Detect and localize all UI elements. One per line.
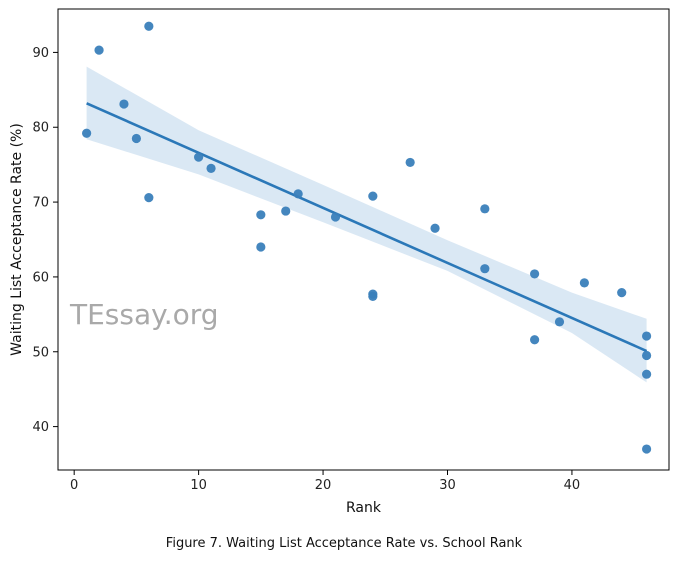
data-point	[144, 192, 154, 203]
x-tick-label: 10	[190, 478, 207, 493]
data-point	[131, 133, 141, 144]
y-tick-label: 90	[32, 46, 49, 61]
data-point	[368, 191, 378, 201]
y-tick-label: 80	[32, 121, 49, 136]
data-point	[82, 128, 92, 138]
y-axis-label: Waiting List Acceptance Rate (%)	[9, 123, 25, 356]
x-tick-label: 30	[439, 478, 456, 493]
data-point	[480, 204, 490, 214]
data-point	[256, 210, 266, 220]
plot-frame	[57, 8, 670, 471]
confidence-band	[86, 66, 647, 383]
data-point	[94, 45, 104, 55]
data-point	[281, 206, 291, 216]
x-tick-label: 20	[315, 478, 332, 493]
data-point	[293, 189, 303, 199]
x-tick-label: 40	[564, 478, 581, 493]
y-tick-label: 50	[32, 345, 49, 360]
data-point	[256, 242, 266, 252]
data-point	[554, 317, 565, 327]
data-point	[119, 99, 129, 109]
y-tick-label: 70	[32, 196, 49, 211]
data-point	[368, 291, 378, 301]
data-point	[579, 278, 589, 288]
y-tick-label: 60	[32, 270, 49, 285]
watermark-text: TEssay.org	[69, 298, 219, 331]
plot-area: 0 10 20 30 40 40 50 60 70 80 90	[32, 8, 670, 493]
data-point	[642, 369, 652, 379]
x-axis-label: Rank	[346, 500, 382, 516]
y-tick-label: 40	[32, 420, 49, 435]
data-point	[530, 269, 540, 279]
data-point	[206, 163, 216, 174]
data-point	[642, 444, 652, 454]
data-point	[405, 157, 415, 168]
data-point	[194, 152, 204, 162]
data-point	[144, 21, 154, 31]
data-point	[530, 335, 540, 345]
data-point	[480, 264, 490, 274]
data-point	[617, 288, 627, 298]
figure-caption: Figure 7. Waiting List Acceptance Rate v…	[165, 536, 523, 551]
data-point	[430, 223, 440, 233]
regression-line	[86, 102, 648, 353]
data-point	[330, 212, 341, 222]
data-point	[642, 331, 652, 341]
scatter-chart: 0 10 20 30 40 40 50 60 70 80 90 Rank Waiting List …	[9, 8, 670, 516]
x-tick-label: 0	[70, 478, 78, 493]
data-point	[642, 350, 652, 361]
